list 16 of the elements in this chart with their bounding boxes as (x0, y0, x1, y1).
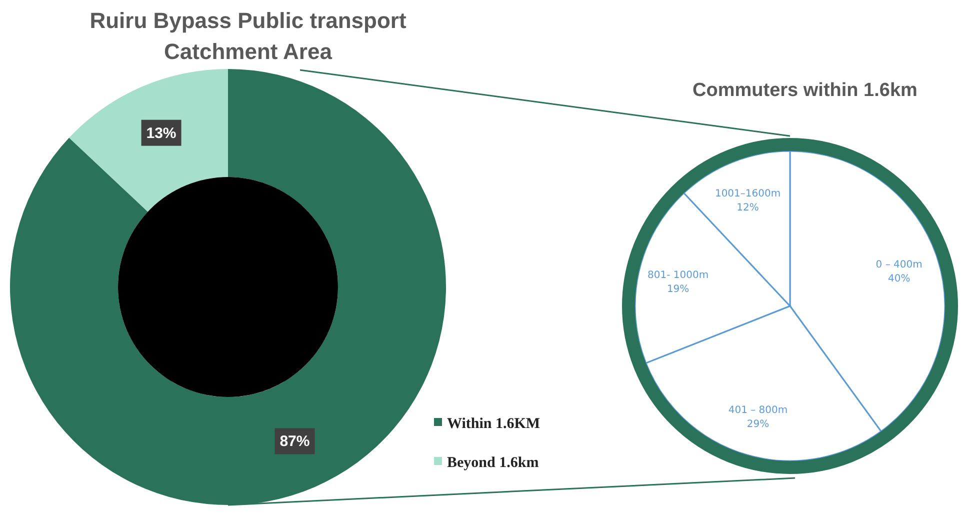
slice-label: 0 – 400m (876, 260, 922, 271)
chart-title: Ruiru Bypass Public transport Catchment Area (90, 8, 407, 64)
slice-label: 1001–1600m (714, 188, 781, 200)
data-label: 29% (746, 419, 770, 430)
data-label: 13% (146, 124, 176, 142)
legend-label: Beyond 1.6km (447, 455, 540, 471)
slice-label: 801- 1000m (648, 270, 709, 281)
data-label: 40% (888, 274, 910, 285)
data-label: 19% (666, 284, 690, 295)
donut-slice (10, 69, 446, 505)
legend-label: Within 1.6KM (447, 416, 540, 432)
slice-label: 401 – 800m (728, 405, 788, 416)
chart-title: Commuters within 1.6km (692, 80, 918, 101)
data-label: 87% (280, 433, 310, 450)
data-label: 12% (736, 202, 759, 214)
donut-slice (69, 69, 228, 212)
